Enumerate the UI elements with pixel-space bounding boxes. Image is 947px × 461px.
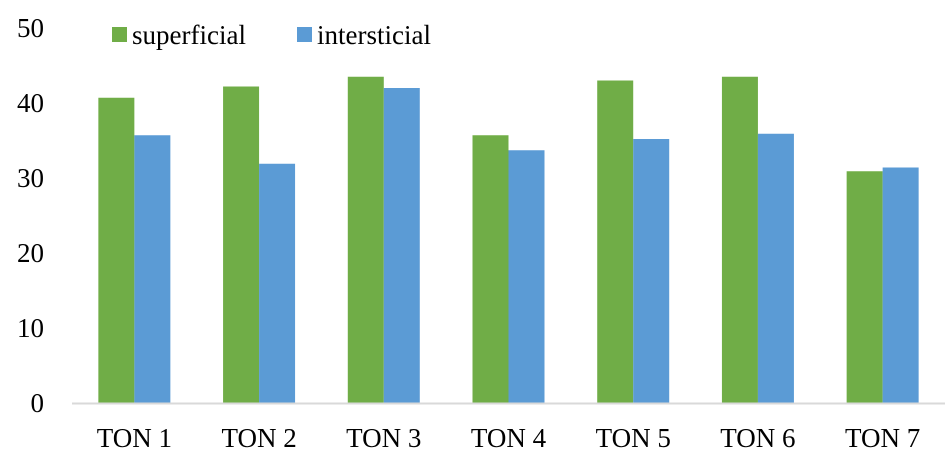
legend-label-superficial: superficial: [132, 20, 246, 50]
x-tick-label: TON 5: [596, 423, 671, 453]
bar-intersticial-ton-3: [384, 88, 420, 403]
bar-intersticial-ton-2: [259, 164, 295, 403]
x-axis-labels: TON 1 TON 2 TON 3 TON 4 TON 5 TON 6 TON 7: [97, 423, 921, 453]
x-tick-label: TON 3: [346, 423, 421, 453]
bar-superficial-ton-7: [847, 171, 883, 403]
y-tick-label: 0: [31, 388, 45, 418]
bar-superficial-ton-2: [223, 87, 259, 404]
legend-label-intersticial: intersticial: [317, 20, 431, 50]
bar-superficial-ton-6: [722, 77, 758, 403]
y-tick-label: 20: [17, 238, 44, 268]
legend-swatch-intersticial: [297, 27, 312, 42]
bar-superficial-ton-1: [98, 98, 134, 403]
bars-group: [98, 77, 918, 403]
y-tick-label: 50: [17, 13, 44, 43]
legend-swatch-superficial: [112, 27, 127, 42]
legend: superficial intersticial: [112, 20, 431, 50]
bar-intersticial-ton-1: [134, 135, 170, 403]
x-tick-label: TON 2: [221, 423, 296, 453]
y-axis-ticks: 0 10 20 30 40 50: [17, 13, 44, 418]
bar-intersticial-ton-4: [509, 150, 545, 403]
bar-superficial-ton-3: [348, 77, 384, 403]
y-tick-label: 10: [17, 313, 44, 343]
bar-superficial-ton-4: [473, 135, 509, 403]
y-tick-label: 30: [17, 163, 44, 193]
x-tick-label: TON 7: [845, 423, 920, 453]
bar-intersticial-ton-5: [633, 139, 669, 403]
bar-superficial-ton-5: [597, 81, 633, 404]
x-tick-label: TON 6: [720, 423, 795, 453]
y-tick-label: 40: [17, 88, 44, 118]
x-tick-label: TON 4: [471, 423, 547, 453]
bar-intersticial-ton-6: [758, 134, 794, 403]
x-tick-label: TON 1: [97, 423, 172, 453]
bar-intersticial-ton-7: [883, 168, 919, 404]
